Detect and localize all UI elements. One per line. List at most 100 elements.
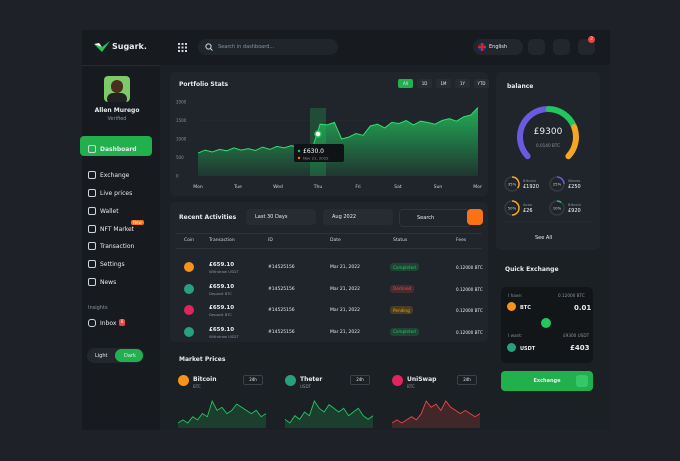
nav-icon[interactable] bbox=[88, 189, 96, 197]
date: Mar 21, 2022 bbox=[330, 329, 360, 335]
nav-icon[interactable] bbox=[88, 260, 96, 268]
theme-dark-bg[interactable] bbox=[115, 349, 143, 362]
search-box[interactable]: Search in dashboard... bbox=[198, 39, 338, 55]
balance-amount: £9300 bbox=[533, 127, 563, 137]
nav-label[interactable]: Transaction bbox=[100, 243, 135, 250]
coin-symbol: BTC bbox=[193, 384, 201, 389]
swap-button[interactable] bbox=[541, 318, 551, 328]
calendar-button[interactable] bbox=[528, 39, 545, 55]
transaction-id: #14525156 bbox=[268, 286, 295, 292]
market-title: Market Prices bbox=[179, 356, 226, 363]
date: Mar 21, 2022 bbox=[330, 265, 360, 270]
y-tick-label: 0 bbox=[176, 174, 179, 179]
tooltip-dot bbox=[297, 156, 301, 160]
x-tick-label: Sat bbox=[394, 184, 402, 190]
fees: 0.12000 BTC bbox=[456, 265, 483, 270]
inbox-label[interactable]: Inbox bbox=[100, 320, 117, 327]
asset-percent: 10% bbox=[553, 206, 562, 211]
want-amount: £403 bbox=[570, 344, 590, 352]
notifications-button[interactable]: 2 bbox=[578, 36, 595, 55]
nav-label[interactable]: Wallet bbox=[100, 208, 119, 215]
see-all[interactable]: See All bbox=[535, 235, 553, 241]
balance-card bbox=[496, 72, 600, 250]
portfolio-title: Portfolio Stats bbox=[179, 81, 229, 88]
nav-icon[interactable] bbox=[88, 171, 96, 179]
asset-ring bbox=[556, 176, 565, 185]
activities-search[interactable]: Search bbox=[399, 209, 471, 227]
flag bbox=[478, 43, 486, 51]
inbox-icon[interactable] bbox=[88, 319, 96, 327]
status: Declined bbox=[390, 284, 415, 293]
range-tab[interactable]: 1Y bbox=[455, 79, 470, 88]
period: Last 30 Days bbox=[255, 214, 288, 220]
sparkline-area bbox=[178, 401, 266, 428]
fees: 0.12000 BTC bbox=[456, 286, 483, 292]
nav-icon[interactable] bbox=[88, 145, 96, 153]
nav-label[interactable]: NFT Market bbox=[100, 226, 135, 233]
tooltip-date: Nov 21, 2022 bbox=[303, 156, 329, 161]
period-select[interactable]: 24h bbox=[457, 375, 477, 385]
theme-light[interactable]: Light bbox=[95, 353, 108, 359]
balance-segment bbox=[517, 106, 551, 160]
sparkline-line bbox=[392, 400, 481, 424]
nav-label[interactable]: Dashboard bbox=[100, 146, 137, 153]
nav-active bbox=[80, 136, 152, 156]
divider bbox=[82, 65, 160, 66]
range-tab[interactable]: YTD bbox=[474, 79, 489, 88]
exchange-button[interactable]: Exchange bbox=[501, 371, 593, 391]
column-header: Fees bbox=[456, 238, 467, 243]
filter-button[interactable] bbox=[467, 209, 483, 225]
coin-name: Bitcoin bbox=[193, 376, 217, 383]
btc-icon bbox=[507, 302, 516, 311]
divider bbox=[176, 233, 482, 234]
coin-icon bbox=[184, 262, 194, 272]
range-tab[interactable]: 1D bbox=[417, 79, 432, 88]
profile-status: Verified bbox=[107, 116, 127, 122]
range-tab[interactable]: 1M bbox=[436, 79, 451, 88]
nav-label[interactable]: Exchange bbox=[100, 172, 130, 179]
date: Mar 21, 2022 bbox=[330, 286, 360, 292]
x-tick-label: Mon bbox=[473, 184, 482, 190]
want-balance: £9300 USDT bbox=[563, 333, 590, 338]
asset-amount: £1920 bbox=[523, 184, 539, 190]
search-icon bbox=[205, 43, 213, 51]
column-header: Status bbox=[393, 238, 408, 243]
nav-label[interactable]: Settings bbox=[100, 261, 125, 268]
period-select[interactable]: 24h bbox=[243, 375, 263, 385]
x-tick-label: Wed bbox=[273, 184, 283, 190]
profile-name: Allen Murego bbox=[94, 107, 140, 114]
nav-icon[interactable] bbox=[88, 207, 96, 215]
range-tab[interactable]: All bbox=[398, 79, 413, 88]
status: Completed bbox=[390, 327, 419, 336]
nav-icon[interactable] bbox=[88, 278, 96, 286]
apps-icon[interactable] bbox=[178, 43, 187, 52]
month-select[interactable]: Aug 2022 bbox=[323, 209, 393, 225]
theme-dark[interactable]: Dark bbox=[124, 353, 136, 359]
coin-icon bbox=[184, 283, 194, 294]
logo bbox=[94, 41, 110, 52]
nav-label[interactable]: News bbox=[100, 279, 117, 286]
activities-search-label: Search bbox=[417, 215, 435, 221]
amount: £659.10 bbox=[209, 262, 235, 268]
period-select[interactable]: 24h bbox=[350, 375, 370, 385]
language-select[interactable]: English bbox=[473, 39, 523, 55]
arrow bbox=[576, 375, 588, 387]
coin-icon bbox=[184, 326, 194, 337]
asset-name: Bitcoin bbox=[568, 202, 582, 207]
sparkline-area bbox=[285, 401, 373, 428]
asset-ring bbox=[511, 176, 520, 189]
nav-label[interactable]: Live prices bbox=[100, 190, 133, 197]
nav-icon[interactable] bbox=[88, 225, 96, 233]
asset-amount: £920 bbox=[568, 208, 581, 214]
settings-button[interactable] bbox=[553, 39, 570, 55]
transaction-type: Withdraw USDT bbox=[209, 333, 239, 339]
want-coin[interactable]: USDT bbox=[520, 346, 536, 352]
asset-ring bbox=[556, 200, 562, 203]
exchange-label: Exchange bbox=[533, 378, 561, 384]
coin-symbol: USDT bbox=[300, 384, 311, 389]
period-select[interactable]: Last 30 Days bbox=[246, 209, 316, 225]
nav-icon[interactable] bbox=[88, 242, 96, 250]
asset-ring bbox=[511, 200, 520, 216]
have-coin[interactable]: BTC bbox=[520, 305, 531, 311]
